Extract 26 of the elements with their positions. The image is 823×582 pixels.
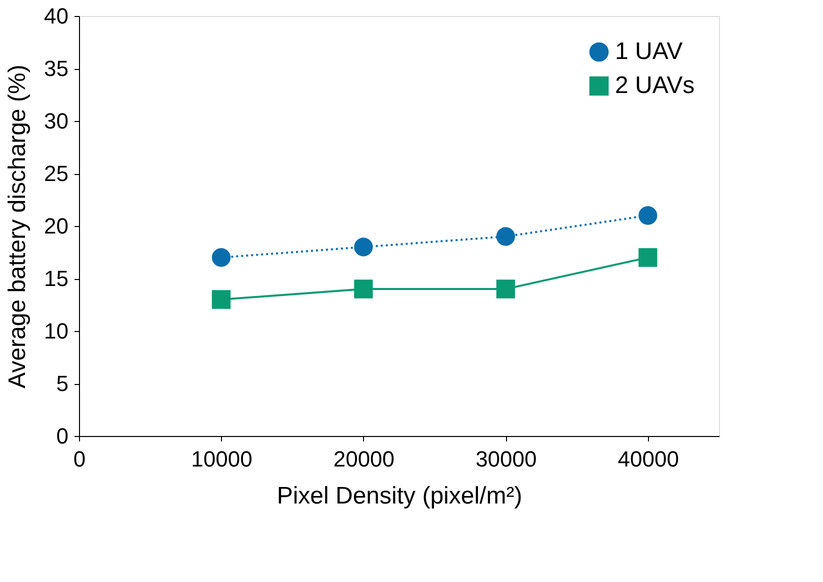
x-tick-label: 0	[73, 446, 86, 472]
point	[638, 248, 658, 267]
y-tick-label: 35	[44, 56, 68, 81]
legend-label: 2 UAVs	[615, 72, 695, 99]
point	[496, 227, 516, 246]
legend-label: 1 UAV	[615, 38, 683, 65]
y-tick-label: 5	[56, 371, 68, 396]
x-tick-label: 10000	[191, 446, 252, 472]
y-tick-label: 40	[44, 4, 68, 28]
x-axis-title: Pixel Density (pixel/m²)	[276, 482, 522, 510]
y-axis-title: Average battery discharge (%)	[4, 64, 32, 388]
y-tick-label: 20	[44, 214, 68, 238]
y-tick-label: 0	[56, 424, 68, 448]
point	[212, 248, 231, 267]
y-tick-label: 10	[44, 318, 68, 344]
y-tick-label: 30	[44, 108, 68, 134]
x-tick-label: 30000	[476, 446, 537, 472]
y-tick-label: 25	[44, 161, 68, 186]
point	[354, 238, 373, 256]
x-tick-label: 20000	[333, 446, 395, 472]
point	[496, 280, 516, 298]
x-tick-label: 40000	[618, 446, 679, 472]
point	[638, 206, 658, 225]
point	[212, 290, 231, 309]
point	[354, 280, 373, 298]
y-tick-label: 15	[44, 266, 68, 291]
